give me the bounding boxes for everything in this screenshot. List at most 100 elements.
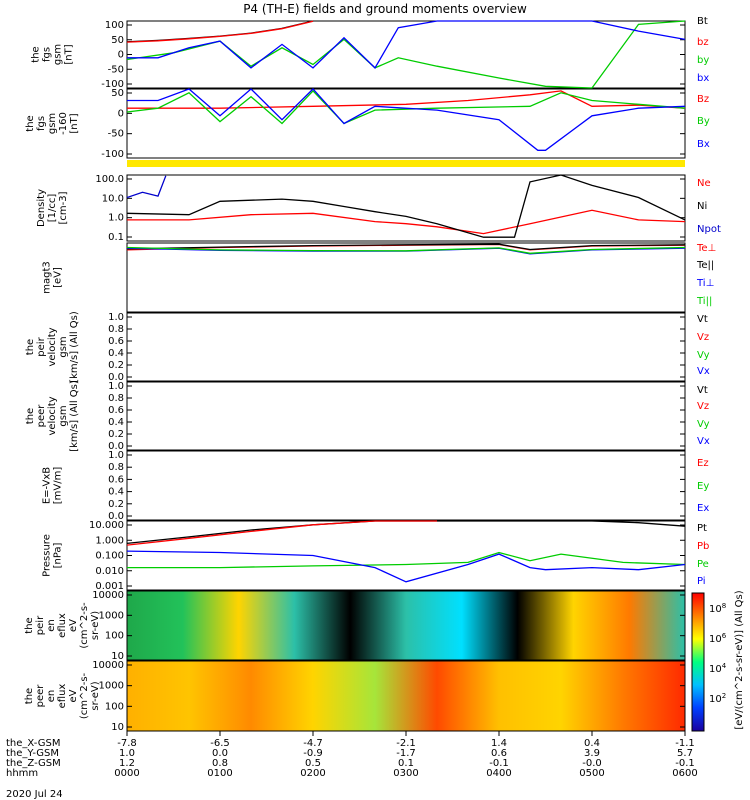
legend-vx: Vx (697, 366, 710, 377)
ylabel-6: E=-VxB[mV/m] (42, 467, 64, 505)
ytick-label: 1.0 (108, 312, 124, 323)
panel-2: 100.0 10.0 1.0 0.1 Density[1/cc][cm-3] Ne Ni Np… (36, 174, 721, 243)
axis-row-value: -7.8 (117, 738, 137, 749)
legend-bx: bx (697, 73, 709, 84)
ytick-label: -100 (101, 149, 124, 160)
axis-row-value: -0.9 (303, 748, 323, 759)
legend-ez: Ez (697, 458, 709, 469)
panel-3: magt3[eV] Te⊥ Te|| Ti⊥ Ti|| (42, 242, 716, 313)
axis-row-value: -0.0 (582, 758, 602, 769)
ytick-label: 0.1 (108, 232, 124, 243)
ytick-label: -50 (108, 64, 124, 75)
axis-row-value: 0.0 (212, 748, 228, 759)
ytick-label: 100 (105, 631, 124, 642)
axis-row-label: the_Z-GSM (6, 758, 61, 769)
axis-row-value: -0.1 (675, 758, 695, 769)
heatmap-8 (127, 591, 685, 660)
panel-8: 10000 1000 100 10 thepeirenefluxeV(cm^2-s-sr… (24, 590, 686, 662)
legend-by: By (697, 116, 710, 127)
legend-pt: Pt (697, 523, 707, 534)
series-pt (126, 520, 686, 545)
colorbar-label: [eV/(cm^2-s-sr-eV)] (All Qs) (734, 590, 745, 729)
ylabel-5: thepeervelocitygsm[km/s] (All Qs) (25, 380, 80, 452)
axis-row-value: -4.7 (303, 738, 323, 749)
ytick-label: 1.0 (108, 213, 124, 224)
series-bt (126, 20, 314, 43)
series-ti (126, 246, 686, 254)
axis-row-value: -2.1 (396, 738, 416, 749)
legend-te: Te|| (696, 260, 714, 271)
axis-row-value: -6.5 (210, 738, 230, 749)
ylabel-0: thefgsgsm[nT] (31, 44, 75, 65)
status-bar (127, 160, 685, 167)
frame-5 (126, 381, 686, 451)
ytick-label: 0.6 (108, 336, 124, 347)
ytick-label: 10.000 (89, 520, 124, 531)
frame-1 (126, 88, 686, 159)
legend-pb: Pb (697, 541, 709, 552)
axis-row-value: 0.4 (584, 738, 600, 749)
ytick-label: 1.0 (108, 450, 124, 461)
figure-title: P4 (TH-E) fields and ground moments over… (243, 2, 527, 16)
axis-row-value: 0100 (207, 768, 232, 779)
legend-pe: Pe (697, 559, 709, 570)
axis-row-value: -0.1 (489, 758, 509, 769)
series-bz (127, 90, 686, 109)
ytick-label: 0.8 (108, 324, 124, 335)
ytick-label: 1.000 (95, 535, 124, 546)
frame-3 (126, 242, 686, 313)
ytick-label: 100 (105, 701, 124, 712)
ytick-label: 1000 (99, 610, 124, 621)
ytick-label: 0.2 (108, 360, 124, 371)
legend-te: Te⊥ (696, 243, 716, 254)
axis-row-label: the_X-GSM (6, 738, 60, 749)
legend-ey: Ey (697, 481, 709, 492)
ytick-label: 0.001 (95, 581, 124, 592)
ytick-label: 0.4 (108, 417, 124, 428)
panels: 100 50 0 -50 -100 thefgsgsm[nT] Bt bz by bx 50 0 -50… (24, 16, 745, 733)
axis-row-value: 1.0 (119, 748, 135, 759)
panel-4: 1.00.80.60.40.20.0 thepeirvelocitygsm[km/… (25, 311, 710, 383)
ylabel-9: thepeerenefluxeV(cm^2-s-sr-eV) (24, 672, 101, 719)
frame-7 (126, 520, 686, 591)
axis-row-value: -1.1 (675, 738, 695, 749)
ytick-label: -50 (108, 129, 124, 140)
ytick-label: 100.0 (95, 174, 124, 185)
axis-row-value: 0.6 (491, 748, 507, 759)
heatmap-9 (127, 661, 685, 731)
axis-row-value: 0300 (393, 768, 418, 779)
legend-vy: Vy (697, 419, 710, 430)
ytick-label: 10000 (92, 590, 124, 601)
legend-vz: Vz (697, 401, 709, 412)
legend-bz: Bz (697, 94, 709, 105)
series-bx (127, 20, 686, 69)
panel-6: 1.00.80.6 0.40.20.0 E=-VxB[mV/m] Ez Ey Ex (42, 450, 710, 522)
series-pb (126, 520, 437, 546)
axis-row-value: 1.4 (491, 738, 507, 749)
ytick-label: 10 (111, 722, 124, 733)
axis-row-label: hhmm (6, 768, 38, 779)
colorbar-scale (691, 592, 705, 732)
axis-row-value: 1.2 (119, 758, 135, 769)
legend-by: by (697, 55, 709, 66)
legend-bx: Bx (697, 139, 710, 150)
series-pe (127, 551, 686, 569)
frame-8 (126, 590, 686, 661)
ylabel-8: thepeirenefluxeV(cm^2-s-sr-eV) (24, 602, 101, 649)
ytick-label: 0.4 (108, 348, 124, 359)
axis-row-value: 0200 (300, 768, 325, 779)
legend-vt: Vt (697, 385, 708, 396)
ytick-label: 0.0 (108, 372, 124, 383)
legend-ti: Ti|| (696, 296, 712, 307)
ytick-label: 0 (118, 50, 124, 61)
legend-vy: Vy (697, 350, 710, 361)
legend-vz: Vz (697, 332, 709, 343)
axis-row-value: 0.8 (212, 758, 228, 769)
ytick-label: 10 (111, 651, 124, 662)
date-label: 2020 Jul 24 (6, 789, 63, 800)
ytick-label: 0.0 (108, 511, 124, 522)
ylabel-3: magt3[eV] (42, 261, 64, 294)
colorbar-tick: 106 (709, 632, 727, 645)
series-pi (126, 550, 686, 583)
